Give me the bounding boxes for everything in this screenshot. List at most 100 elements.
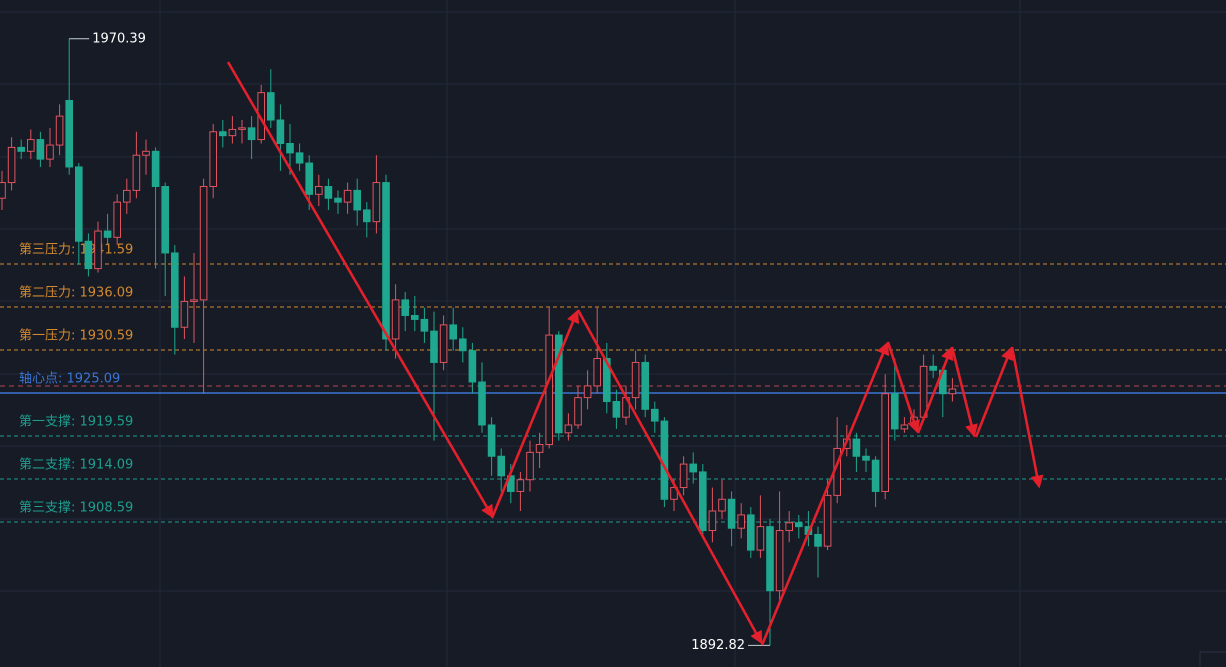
candle-body xyxy=(315,185,323,195)
candle-body xyxy=(948,388,957,395)
candle-body xyxy=(324,185,333,199)
candle-body xyxy=(391,299,400,340)
candle-body xyxy=(891,393,899,430)
candle-body xyxy=(286,142,294,154)
candle-body xyxy=(631,361,640,399)
candle-body xyxy=(305,162,313,195)
candle-body xyxy=(151,150,160,187)
candle-body xyxy=(343,189,352,203)
candle-body xyxy=(900,424,909,430)
candle-body xyxy=(641,361,650,410)
candle-body xyxy=(363,209,371,223)
level-label: 第二压力: 1936.09 xyxy=(19,285,133,300)
candle-body xyxy=(161,185,169,254)
candle-body xyxy=(439,324,448,363)
candle-body xyxy=(247,127,256,141)
candle-body xyxy=(775,530,784,592)
candle-body xyxy=(123,189,131,203)
candle-body xyxy=(737,514,746,529)
candle-body xyxy=(612,401,621,418)
candle-body xyxy=(55,115,64,146)
candle-body xyxy=(478,381,486,426)
candle-body xyxy=(679,463,688,489)
candle-body xyxy=(929,365,938,371)
corner-widget xyxy=(1199,651,1226,667)
candle-body xyxy=(603,358,611,403)
candles xyxy=(0,38,957,646)
candle-body xyxy=(228,128,237,137)
candle-body xyxy=(17,146,25,152)
candle-body xyxy=(545,334,554,446)
candle-body xyxy=(113,201,122,238)
candle-body xyxy=(411,315,419,320)
candle-body xyxy=(27,139,35,152)
level-label: 第一压力: 1930.59 xyxy=(19,328,133,343)
candle-body xyxy=(219,131,227,137)
candle-body xyxy=(852,438,861,457)
candle-body xyxy=(142,150,150,156)
level-label: 第三支撑: 1908.59 xyxy=(19,501,133,516)
candle-body xyxy=(708,510,717,532)
level-label: 轴心点: 1925.09 xyxy=(19,372,120,387)
candle-body xyxy=(295,152,304,164)
candle-body xyxy=(420,318,429,332)
candle-body xyxy=(583,385,592,399)
level-label: 第二支撑: 1914.09 xyxy=(19,458,133,473)
level-label: 第一支撑: 1919.59 xyxy=(19,415,133,430)
trend-arrows xyxy=(226,61,1044,646)
price-annotations: 1970.39 1892.82 xyxy=(69,31,770,653)
candle-body xyxy=(497,455,505,477)
candle-body xyxy=(75,166,83,242)
candle-body xyxy=(823,494,832,547)
candle-body xyxy=(785,522,794,532)
candle-body xyxy=(36,139,45,160)
candle-body xyxy=(555,334,563,434)
candle-body xyxy=(699,471,707,532)
candle-body xyxy=(199,185,208,301)
candle-body xyxy=(766,526,774,592)
candle-body xyxy=(372,182,381,223)
candle-body xyxy=(747,514,755,551)
candle-body xyxy=(459,338,467,352)
candle-body xyxy=(276,119,285,144)
candle-body xyxy=(353,189,361,211)
candle-body xyxy=(516,479,525,492)
pivot-levels: 第三压力: 1941.59 第二压力: 1936.09 第一压力: 1930.59 轴… xyxy=(0,242,1226,523)
candle-body xyxy=(574,397,582,426)
candle-body xyxy=(65,99,74,168)
candle-body xyxy=(94,230,102,270)
candle-body xyxy=(564,424,573,434)
candle-body xyxy=(526,451,534,481)
candle-body xyxy=(871,459,880,492)
candle-body xyxy=(84,240,93,270)
candle-body xyxy=(180,300,189,328)
annotation-label: 1892.82 xyxy=(691,638,745,653)
candle-body xyxy=(718,498,726,512)
candle-body xyxy=(238,127,246,130)
candle-body xyxy=(401,299,409,317)
candle-body xyxy=(756,526,765,551)
candle-body xyxy=(862,455,870,461)
annotation-label: 1970.39 xyxy=(92,31,146,46)
candle-body xyxy=(430,330,438,363)
candle-body xyxy=(689,463,698,473)
candle-body xyxy=(727,498,736,529)
candle-body xyxy=(267,92,275,121)
candle-body xyxy=(257,92,265,141)
candle-body xyxy=(535,444,544,453)
candle-body xyxy=(103,230,112,238)
candle-body xyxy=(7,146,16,184)
candle-body xyxy=(487,424,496,457)
candle-body xyxy=(46,144,54,160)
candle-body xyxy=(171,252,179,328)
candle-body xyxy=(382,182,390,340)
candle-body xyxy=(132,154,141,191)
candle-body xyxy=(468,350,477,383)
level-label: 第三压力: 1941.59 xyxy=(19,242,133,257)
candle-body xyxy=(795,522,803,528)
candle-body xyxy=(0,182,6,199)
candle-body xyxy=(881,393,890,492)
